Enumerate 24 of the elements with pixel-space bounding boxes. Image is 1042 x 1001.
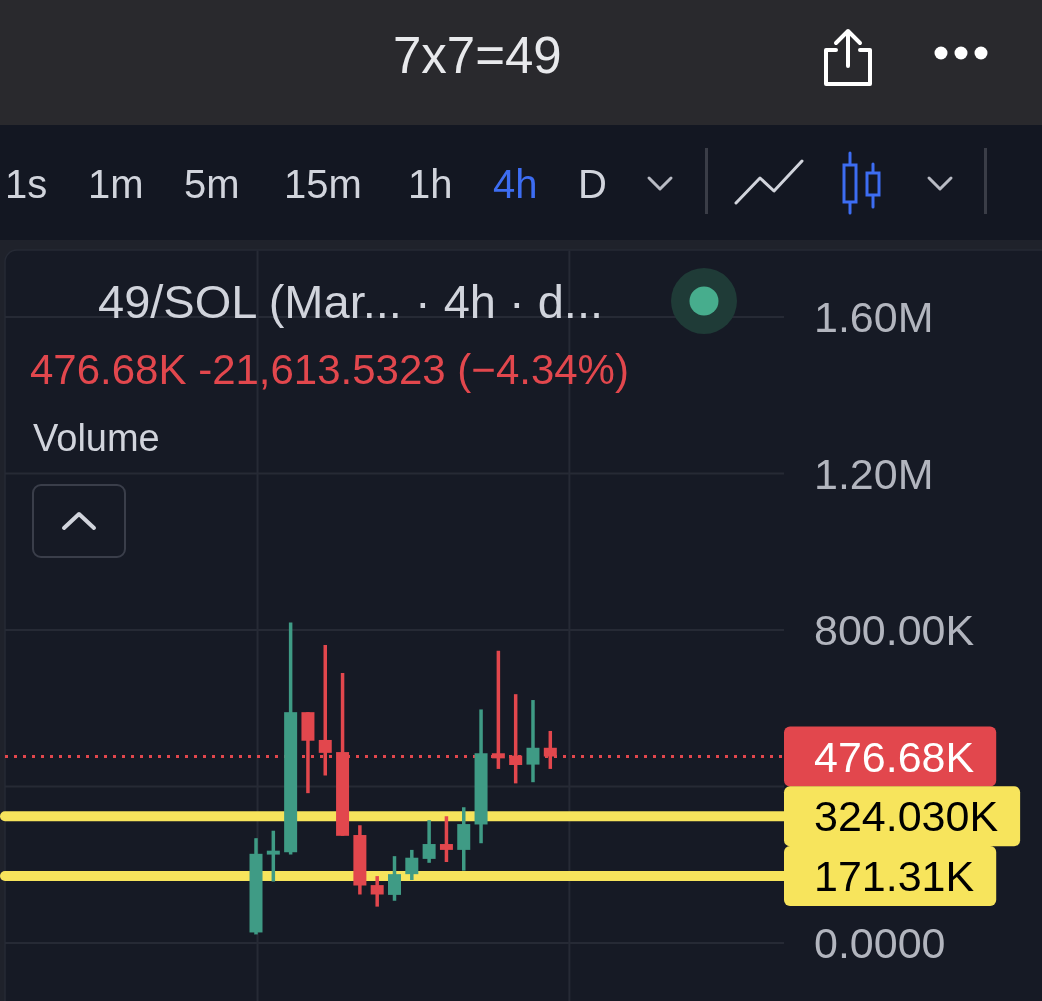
y-tick-label: 1.20M [814,449,934,498]
text: 5m [184,162,240,206]
candlestick [266,830,280,882]
candlestick [370,876,384,907]
candlestick [526,700,540,783]
ref-line-label: 476.68K [814,732,975,781]
candlestick [422,820,436,863]
y-tick-label: 1.60M [814,293,934,342]
candlestick [439,816,453,863]
ref-line-label: 324.030K [814,792,999,841]
ref-line-label: 171.31K [814,851,975,900]
y-tick-label: 800.00K [814,606,975,655]
text: 1s [5,162,48,206]
text: 49/SOL (Mar... · 4h · d... [98,275,603,328]
chart-title: 7x7=49 [393,27,562,84]
annotation: 476.68K -21,613.5323 (−4.34%) [30,346,629,393]
annotation: Volume [33,417,160,459]
text: D [578,162,607,206]
candlestick [388,856,401,901]
text: 1m [88,162,144,206]
y-tick-label: 0.0000 [814,919,946,968]
text: 15m [284,162,362,206]
text: 1h [408,162,453,206]
text: 4h [493,162,538,206]
